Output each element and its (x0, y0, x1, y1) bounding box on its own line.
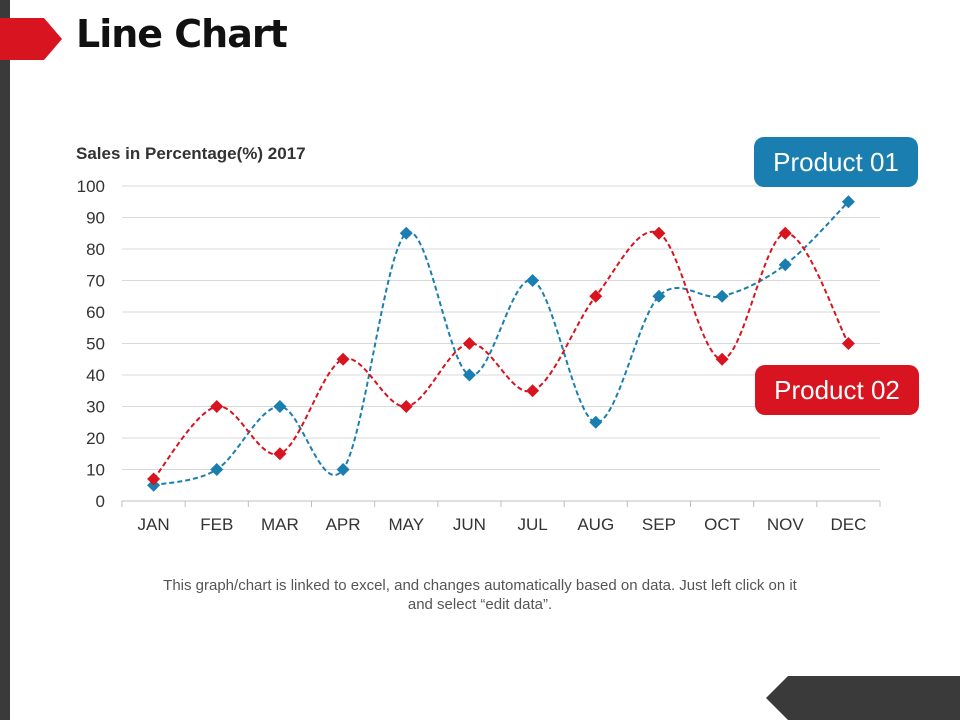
x-tick-label: APR (326, 515, 361, 534)
x-tick-label: NOV (767, 515, 805, 534)
left-accent-bar (0, 0, 10, 720)
x-tick-label: SEP (642, 515, 676, 534)
product-02-point (715, 352, 729, 366)
y-tick-label: 60 (86, 303, 105, 322)
page-title: Line Chart (76, 12, 288, 56)
product-02-point (336, 352, 350, 366)
y-tick-label: 50 (86, 335, 105, 354)
product-02-point (210, 400, 224, 413)
product-01-point (210, 463, 224, 476)
product-01-point (589, 415, 603, 429)
x-tick-label: AUG (577, 515, 614, 534)
y-tick-label: 80 (86, 240, 105, 259)
title-arrow-tab (0, 18, 62, 60)
product-01-point (778, 258, 792, 272)
product-02-point (589, 289, 603, 303)
y-tick-label: 70 (86, 272, 105, 291)
product-02-point (526, 384, 540, 398)
y-tick-label: 0 (96, 492, 105, 511)
product-02-line (152, 230, 850, 480)
y-tick-label: 100 (77, 177, 105, 196)
x-tick-label: FEB (200, 515, 233, 534)
x-tick-label: OCT (704, 515, 740, 534)
product-01-point (462, 368, 476, 382)
product-01-point (526, 274, 540, 287)
x-tick-label: JAN (138, 515, 170, 534)
product-01-point (652, 289, 666, 303)
x-tick-label: MAR (261, 515, 299, 534)
x-tick-label: MAY (388, 515, 424, 534)
y-tick-label: 20 (86, 429, 105, 448)
product-01-point (841, 195, 855, 209)
product-02-point (652, 226, 666, 240)
y-tick-label: 90 (86, 209, 105, 228)
product-01-point (336, 463, 350, 476)
x-tick-label: JUL (517, 515, 547, 534)
y-tick-label: 10 (86, 461, 105, 480)
y-tick-label: 40 (86, 366, 105, 385)
product-02-point (462, 337, 476, 350)
product-01-point (399, 226, 413, 240)
product-02-callout: Product 02 (755, 365, 919, 415)
product-02-point (841, 337, 855, 350)
product-02-point (147, 472, 161, 486)
footnote-text: This graph/chart is linked to excel, and… (163, 577, 797, 613)
chart-title: Sales in Percentage(%) 2017 (76, 144, 306, 163)
x-tick-label: JUN (453, 515, 486, 534)
product-02-point (399, 400, 413, 413)
y-tick-label: 30 (86, 398, 105, 417)
corner-decoration (766, 676, 960, 720)
product-02-point (778, 226, 792, 240)
x-tick-label: DEC (830, 515, 866, 534)
product-01-point (715, 289, 729, 303)
product-01-callout: Product 01 (754, 137, 918, 187)
product-02-point (273, 447, 287, 461)
product-01-point (273, 400, 287, 413)
